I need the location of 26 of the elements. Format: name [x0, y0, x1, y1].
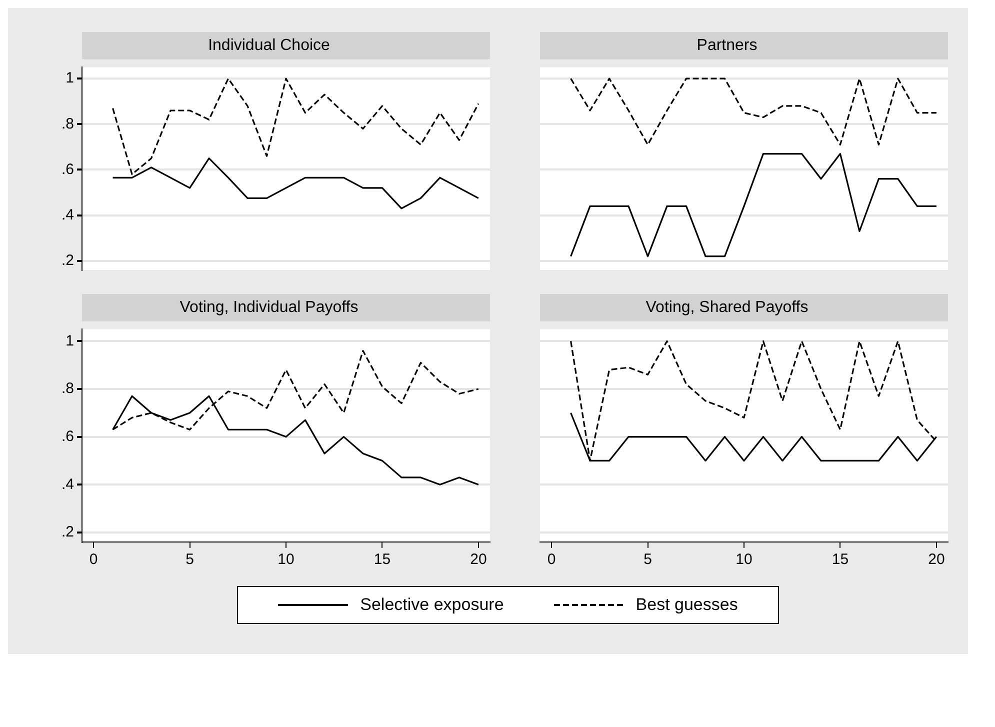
chart-title: Voting, Shared Payoffs — [646, 299, 808, 316]
y-tick-label: 1 — [66, 70, 74, 87]
x-tick-label: 0 — [89, 551, 98, 568]
y-tick-label: 1 — [66, 332, 74, 350]
y-tick-label: .6 — [61, 160, 74, 178]
x-tick-label: 20 — [470, 551, 487, 568]
y-tick-label: .2 — [61, 252, 74, 270]
y-tick-label: .2 — [61, 524, 74, 541]
y-tick-label: .6 — [61, 428, 74, 445]
x-tick-label: 10 — [278, 551, 294, 568]
x-tick-label: 5 — [644, 551, 652, 568]
x-tick-label: 10 — [736, 551, 752, 568]
x-tick-label: 5 — [186, 551, 194, 568]
x-tick-label: 20 — [928, 551, 945, 568]
legend-label: Best guesses — [636, 595, 738, 615]
y-tick-label: .4 — [61, 206, 74, 224]
legend-label: Selective exposure — [360, 595, 504, 615]
y-tick-label: .8 — [61, 115, 74, 132]
chart-title: Individual Choice — [208, 37, 330, 54]
x-tick-label: 15 — [832, 551, 849, 568]
x-tick-label: 0 — [547, 551, 556, 568]
chart-title: Voting, Individual Payoffs — [180, 299, 358, 316]
chart-title: Partners — [696, 37, 758, 54]
x-tick-label: 15 — [374, 551, 391, 568]
y-tick-label: .8 — [61, 380, 74, 398]
y-tick-label: .4 — [61, 476, 74, 493]
